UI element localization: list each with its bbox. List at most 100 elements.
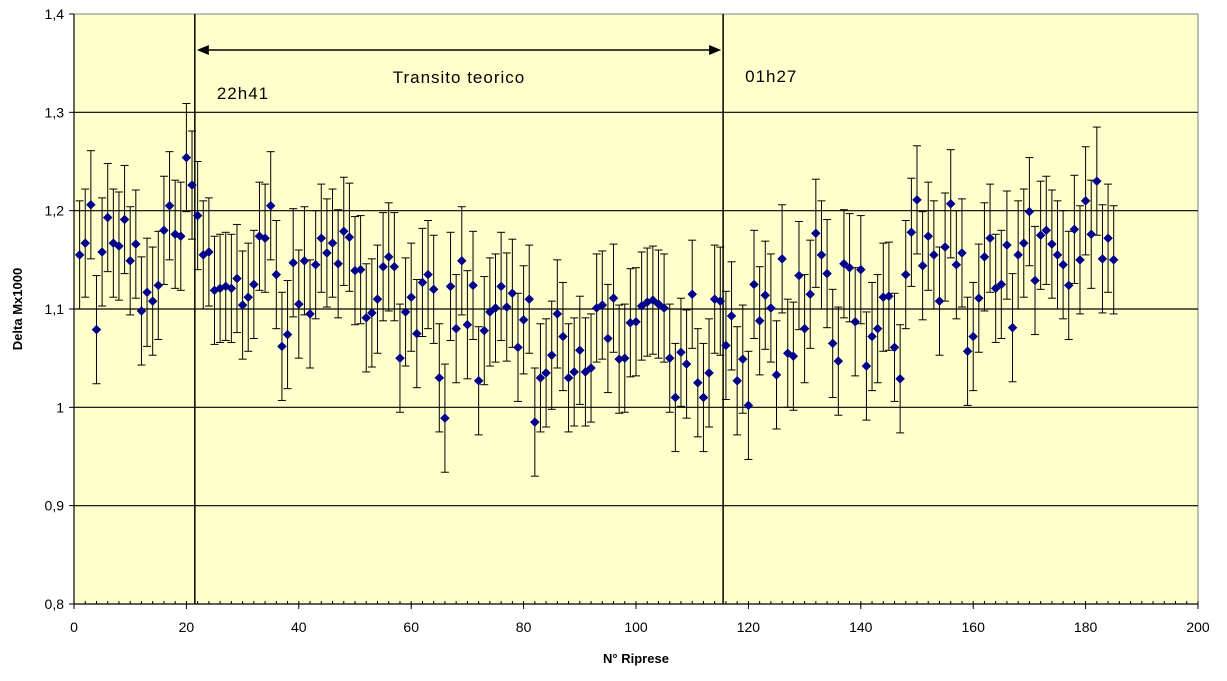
x-tick-label: 120	[737, 619, 761, 635]
x-tick-label: 180	[1074, 619, 1098, 635]
data-point	[501, 302, 512, 312]
data-point	[378, 261, 388, 272]
data-point	[704, 368, 714, 378]
data-point	[86, 199, 96, 210]
data-point	[1086, 229, 1097, 240]
y-tick-label: 0,9	[45, 498, 65, 514]
data-point	[546, 350, 557, 361]
data-point	[659, 303, 669, 313]
data-point	[973, 293, 984, 304]
data-point	[462, 319, 473, 330]
data-point	[293, 299, 304, 309]
data-point	[574, 345, 585, 356]
data-point	[147, 296, 158, 306]
data-point	[1075, 254, 1085, 265]
data-point	[535, 372, 546, 383]
data-point	[260, 233, 270, 244]
data-point	[1080, 195, 1091, 206]
data-point	[507, 288, 518, 299]
data-point	[389, 261, 400, 272]
x-tick-label: 160	[962, 619, 986, 635]
data-point	[1024, 206, 1035, 217]
data-point	[361, 312, 372, 323]
data-point	[1041, 225, 1052, 236]
data-point	[513, 342, 523, 353]
data-point	[816, 250, 827, 260]
data-point	[243, 292, 254, 303]
data-point	[749, 279, 759, 290]
data-point	[456, 255, 467, 266]
data-point	[344, 232, 355, 243]
data-point	[777, 253, 787, 264]
data-point	[1052, 250, 1063, 260]
data-point	[125, 255, 136, 266]
data-point	[473, 375, 484, 386]
data-point	[653, 299, 664, 309]
x-tick-label: 80	[516, 619, 532, 635]
data-point	[940, 242, 950, 252]
x-tick-label: 100	[624, 619, 648, 635]
data-point	[558, 331, 568, 342]
data-point	[97, 247, 107, 257]
data-point	[277, 341, 287, 352]
data-point	[136, 306, 147, 316]
data-point	[142, 287, 152, 298]
y-tick-label: 1,4	[45, 6, 65, 22]
y-axis-ticks: 0,8 0,9 1 1,1 1,2 1,3 1,4	[45, 6, 74, 612]
data-point	[440, 413, 450, 424]
data-point	[788, 351, 799, 362]
data-point	[737, 354, 748, 365]
data-point	[619, 353, 630, 364]
data-point	[923, 231, 934, 242]
data-point	[1013, 250, 1024, 260]
arrow-head-left	[196, 45, 209, 55]
data-point	[299, 255, 310, 266]
y-tick-label: 1,2	[45, 203, 65, 219]
data-point	[569, 367, 580, 377]
data-point	[715, 296, 726, 306]
data-point	[771, 370, 782, 380]
data-point	[310, 259, 321, 270]
data-point	[608, 293, 619, 304]
data-point	[681, 359, 692, 369]
data-point	[1058, 259, 1068, 270]
data-point	[996, 279, 1007, 290]
data-point	[889, 342, 900, 353]
data-point	[451, 323, 462, 334]
data-point	[929, 250, 939, 260]
data-point	[732, 375, 743, 386]
data-point	[962, 346, 973, 357]
data-point	[1108, 254, 1119, 265]
data-point	[423, 269, 433, 280]
data-point	[372, 294, 383, 305]
data-point	[1018, 238, 1029, 248]
data-point	[1097, 253, 1108, 264]
data-point	[468, 280, 478, 291]
ingress-time-label: 22h41	[217, 84, 269, 103]
data-point	[1069, 224, 1080, 235]
x-tick-label: 20	[179, 619, 195, 635]
x-tick-label: 200	[1186, 619, 1210, 635]
data-point	[496, 281, 506, 292]
data-point	[327, 238, 338, 248]
data-point	[990, 283, 1001, 294]
data-point	[355, 264, 366, 275]
data-point	[603, 333, 613, 344]
data-point	[400, 307, 411, 317]
data-point	[636, 301, 647, 311]
x-tick-label: 60	[403, 619, 419, 635]
data-point	[799, 323, 810, 334]
data-point	[850, 316, 861, 327]
data-point	[271, 269, 282, 280]
x-axis-title: N° Riprese	[603, 651, 669, 666]
data-point	[698, 392, 709, 403]
data-point	[580, 367, 591, 377]
y-tick-label: 1	[56, 399, 64, 415]
data-point	[153, 280, 164, 291]
data-point	[906, 227, 917, 238]
data-point	[721, 340, 731, 351]
data-point	[552, 309, 563, 319]
data-point	[934, 296, 945, 306]
data-point	[479, 325, 490, 336]
data-point	[485, 307, 495, 317]
